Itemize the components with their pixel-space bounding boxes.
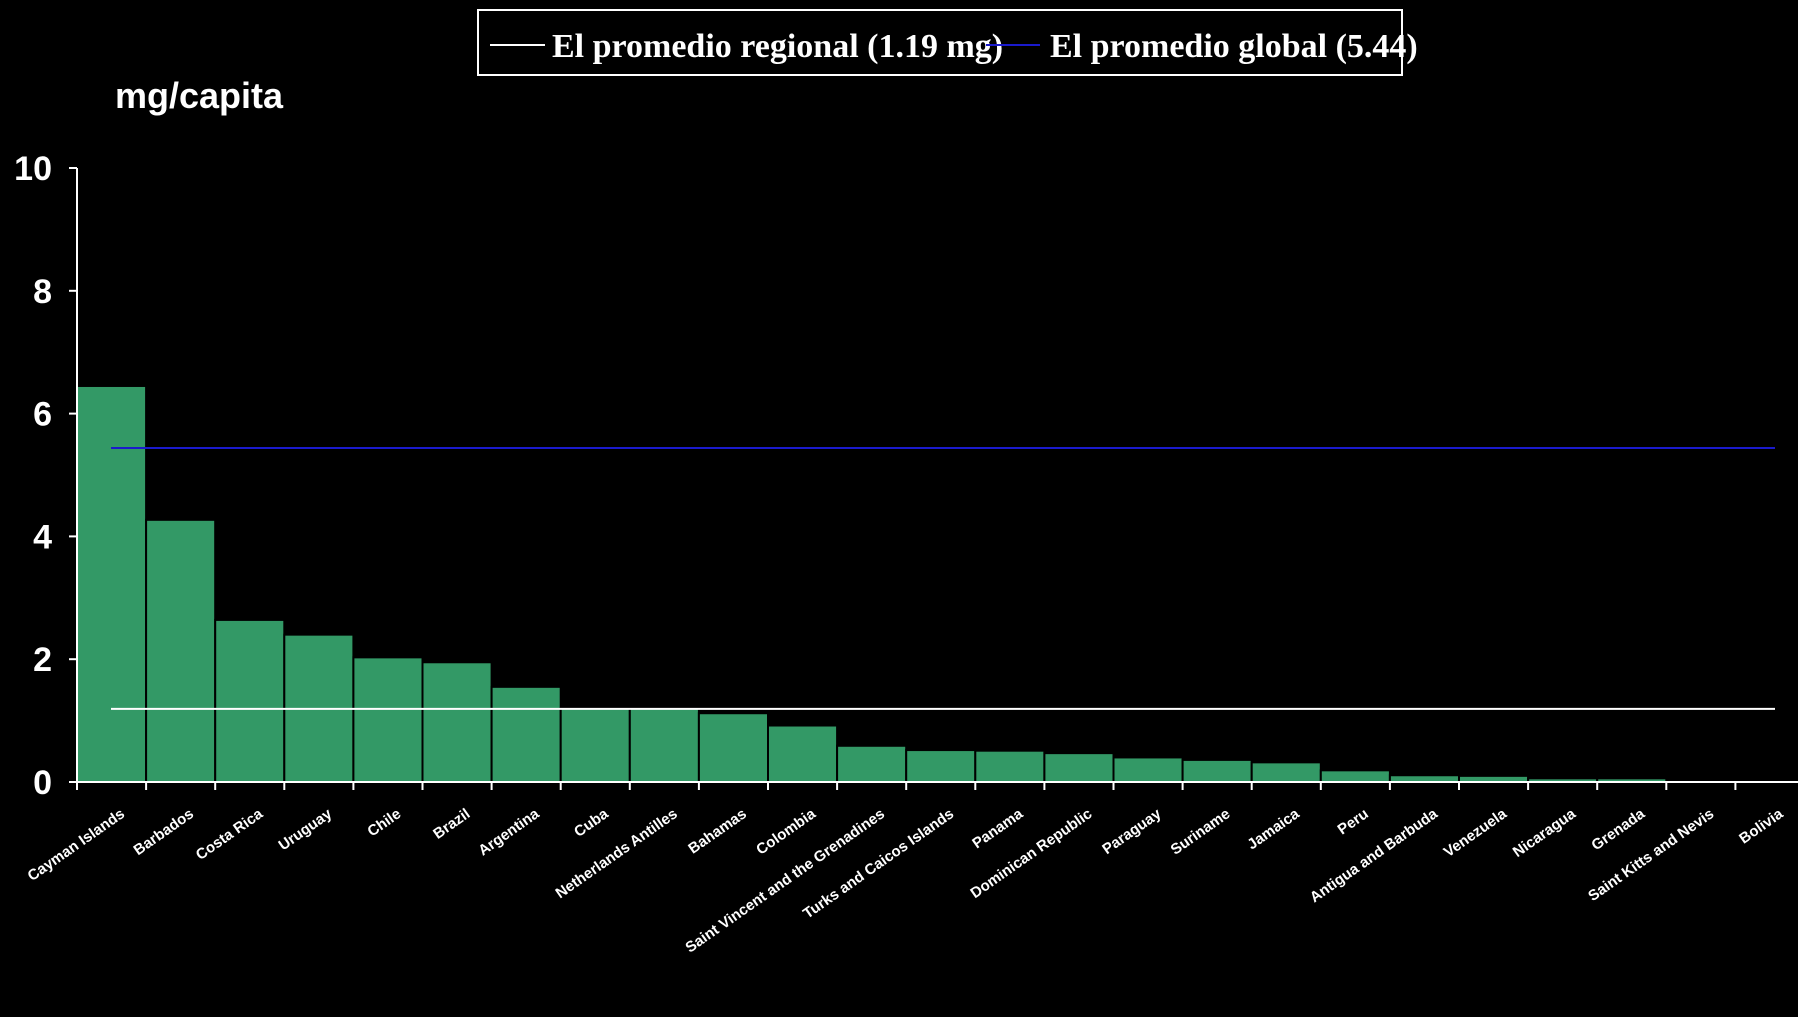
y-axis-label: mg/capita bbox=[115, 75, 284, 116]
legend-label-global: El promedio global (5.44) bbox=[1050, 28, 1418, 65]
x-tick-label: Chile bbox=[364, 805, 404, 840]
bar-dominican-republic bbox=[1043, 752, 1115, 784]
y-tick-label: 0 bbox=[33, 764, 52, 802]
bar-costa-rica bbox=[214, 618, 286, 783]
x-tick-label: Saint Kitts and Nevis bbox=[1585, 805, 1717, 905]
legend-box bbox=[477, 9, 1403, 76]
bar-saint-vincent-and-the-grenadines bbox=[836, 744, 908, 783]
bar-jamaica bbox=[1250, 761, 1322, 783]
bar-chile bbox=[352, 656, 424, 783]
x-tick-label: Antigua and Barbuda bbox=[1307, 805, 1442, 906]
x-tick-label: Cayman Islands bbox=[25, 805, 128, 884]
bar-colombia bbox=[767, 724, 839, 784]
bar-antigua-and-barbuda bbox=[1388, 774, 1461, 783]
bar-barbados bbox=[145, 518, 217, 784]
legend: El promedio regional (1.19 mg) El promed… bbox=[477, 9, 1418, 76]
x-tick-label: Jamaica bbox=[1244, 805, 1303, 853]
x-tick-label: Barbados bbox=[131, 805, 197, 859]
y-tick-label: 6 bbox=[33, 396, 52, 434]
bar-cuba bbox=[559, 707, 631, 784]
x-tick-label: Paraguay bbox=[1099, 805, 1165, 858]
x-tick-label: Argentina bbox=[475, 805, 543, 859]
x-tick-label: Venezuela bbox=[1441, 805, 1511, 861]
legend-label-regional: El promedio regional (1.19 mg) bbox=[552, 28, 1003, 65]
bar-brazil bbox=[421, 661, 493, 784]
y-axis-ticks: 0 2 4 6 8 10 bbox=[14, 150, 77, 802]
x-tick-label: Bolivia bbox=[1736, 805, 1787, 848]
reference-lines bbox=[111, 446, 1775, 710]
bar-paraguay bbox=[1112, 756, 1184, 784]
x-tick-label: Cuba bbox=[571, 805, 612, 841]
x-tick-label: Dominican Republic bbox=[967, 805, 1095, 902]
bar-suriname bbox=[1181, 758, 1253, 783]
x-tick-label: Nicaragua bbox=[1510, 805, 1580, 861]
x-tick-label: Uruguay bbox=[276, 805, 336, 854]
y-tick-label: 8 bbox=[33, 273, 52, 311]
x-tick-label: Peru bbox=[1335, 805, 1372, 838]
bars bbox=[76, 384, 1668, 784]
bar-cayman-islands bbox=[76, 384, 148, 783]
x-tick-label: Costa Rica bbox=[193, 805, 267, 864]
x-tick-label: Bahamas bbox=[685, 805, 749, 857]
x-tick-label: Netherlands Antilles bbox=[553, 805, 681, 902]
x-tick-label: Colombia bbox=[753, 805, 819, 858]
x-tick-label: Grenada bbox=[1588, 805, 1648, 854]
y-tick-label: 2 bbox=[33, 641, 52, 679]
bar-panama bbox=[974, 749, 1046, 783]
bar-netherlands-antilles bbox=[628, 707, 700, 784]
bar-turks-and-caicos-islands bbox=[905, 749, 977, 784]
y-tick-label: 10 bbox=[14, 150, 52, 188]
bar-bahamas bbox=[697, 712, 770, 783]
x-tick-label: Panama bbox=[969, 805, 1026, 852]
x-tick-label: Suriname bbox=[1168, 805, 1234, 858]
axes bbox=[76, 168, 1798, 790]
y-tick-label: 4 bbox=[33, 518, 52, 556]
bar-argentina bbox=[490, 685, 562, 784]
bar-peru bbox=[1319, 769, 1391, 783]
x-tick-label: Brazil bbox=[430, 805, 473, 842]
